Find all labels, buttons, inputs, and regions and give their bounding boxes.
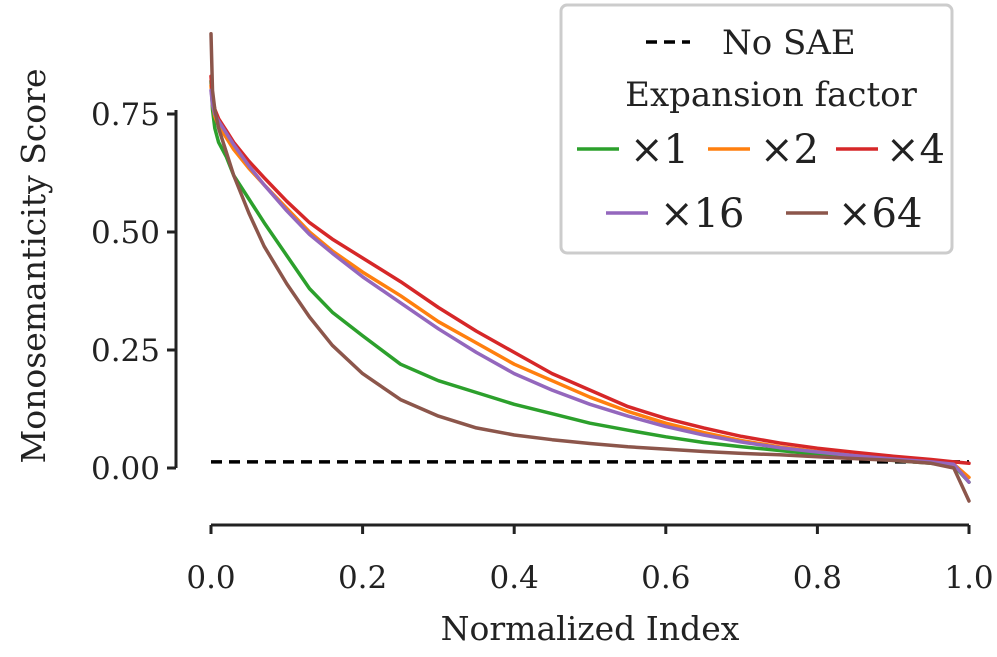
x-ticks: 0.0 0.2 0.4 0.6 0.8 1.0 xyxy=(186,525,994,596)
x-axis-title: Normalized Index xyxy=(441,609,740,648)
y-tick-label: 0.25 xyxy=(91,333,160,369)
series-line-3 xyxy=(209,88,971,484)
y-tick-label: 0.50 xyxy=(91,215,160,251)
y-tick-label: 0.00 xyxy=(91,451,160,487)
legend-label: ×64 xyxy=(838,191,922,237)
x-tick-label: 0.8 xyxy=(793,560,842,596)
y-ticks: 0.00 0.25 0.50 0.75 xyxy=(91,97,176,487)
axes: 0.00 0.25 0.50 0.75 0.0 0.2 0.4 0.6 0.8 1.0 Norm… xyxy=(14,69,994,648)
legend-frame xyxy=(559,3,954,255)
legend-label: ×1 xyxy=(630,127,689,173)
legend-label: ×16 xyxy=(660,191,744,237)
y-axis-title: Monosemanticity Score xyxy=(14,69,53,464)
legend: No SAE Expansion factor ×1 ×2 ×4 ×16 ×64 xyxy=(559,3,954,255)
series-line-4 xyxy=(209,32,971,503)
x-tick-label: 0.4 xyxy=(490,560,539,596)
y-tick-label: 0.75 xyxy=(91,97,160,133)
x-tick-label: 0.6 xyxy=(641,560,690,596)
plot-lines xyxy=(209,32,971,503)
legend-label: ×4 xyxy=(886,127,945,173)
x-tick-label: 1.0 xyxy=(944,560,993,596)
legend-label-no-sae: No SAE xyxy=(722,23,856,63)
x-tick-label: 0.2 xyxy=(338,560,387,596)
legend-label: ×2 xyxy=(760,127,819,173)
legend-entries: ×1 ×2 ×4 ×16 ×64 xyxy=(577,127,945,237)
x-tick-label: 0.0 xyxy=(186,560,235,596)
legend-title: Expansion factor xyxy=(625,75,917,115)
